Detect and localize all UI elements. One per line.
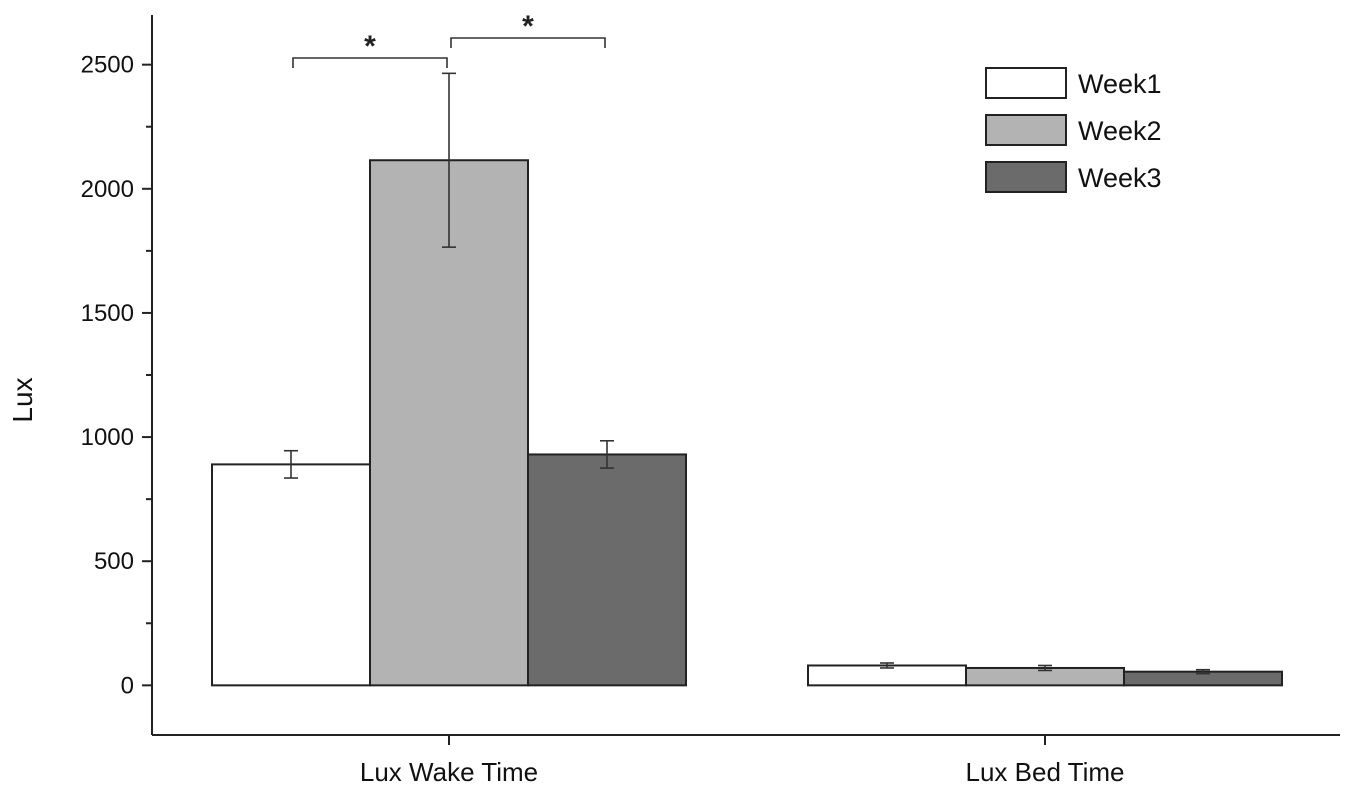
y-axis-title: Lux (7, 377, 38, 422)
legend-label-week1: Week1 (1078, 69, 1162, 99)
y-tick-label: 500 (94, 548, 134, 575)
significance-label: * (364, 30, 376, 63)
bars-layer (211, 159, 1283, 687)
error-bars-layer (284, 72, 1210, 675)
legend: Week1 Week2 Week3 (985, 67, 1162, 193)
significance-label: * (522, 10, 534, 43)
x-category-label: Lux Bed Time (966, 757, 1125, 787)
y-tick-label: 2000 (81, 176, 134, 203)
y-tick-label: 1000 (81, 424, 134, 451)
bar-week3-0 (527, 453, 687, 687)
legend-swatch-week1 (985, 67, 1067, 99)
axes-layer: 0 500 1000 1500 2000 2500 Lux Wake Time Lux Bed… (81, 15, 1340, 787)
legend-swatch-week2 (985, 114, 1067, 146)
legend-swatch-week3 (985, 161, 1067, 193)
significance-bracket (450, 37, 606, 48)
y-tick-label: 1500 (81, 300, 134, 327)
legend-label-week3: Week3 (1078, 163, 1162, 193)
x-category-label: Lux Wake Time (360, 757, 538, 787)
significance-layer: ** (292, 10, 606, 68)
bar-week1-0 (211, 463, 371, 687)
significance-bracket (292, 57, 448, 68)
legend-label-week2: Week2 (1078, 116, 1162, 146)
y-tick-label: 0 (121, 672, 134, 699)
y-tick-label: 2500 (81, 52, 134, 79)
